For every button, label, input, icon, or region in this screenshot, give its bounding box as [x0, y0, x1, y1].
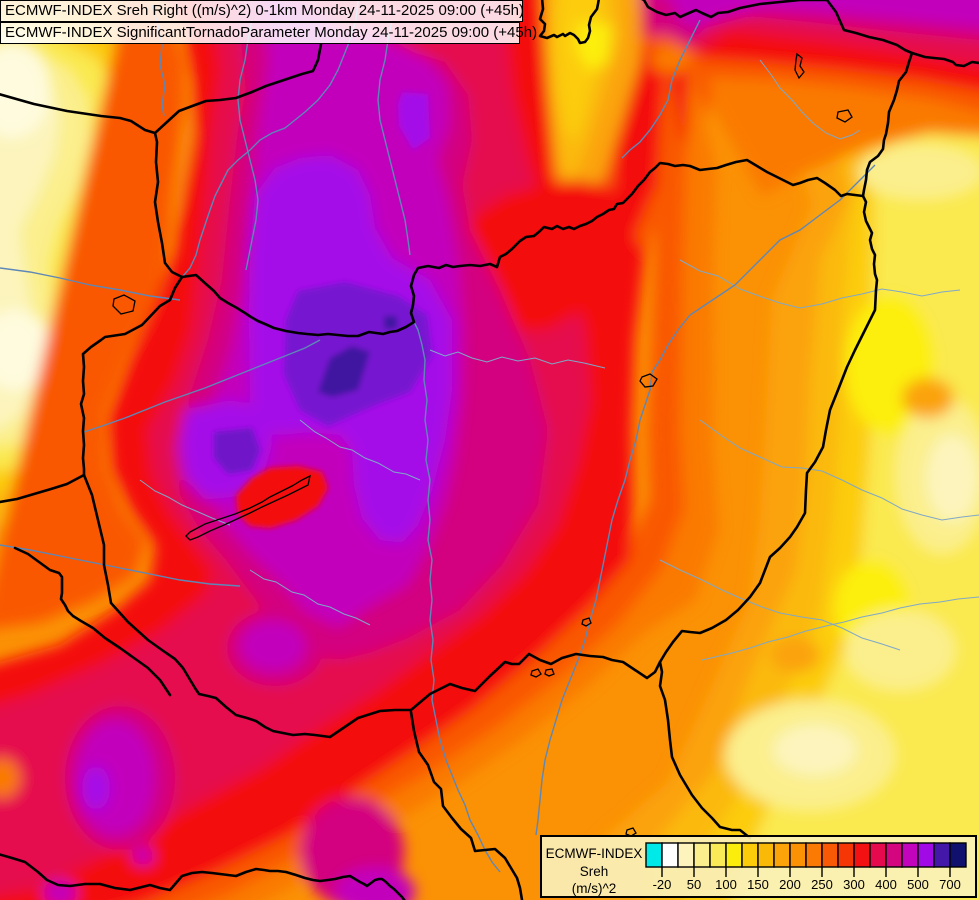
svg-text:700: 700 [939, 877, 961, 892]
svg-text:250: 250 [811, 877, 833, 892]
svg-text:100: 100 [715, 877, 737, 892]
svg-text:150: 150 [747, 877, 769, 892]
svg-text:ECMWF-INDEX: ECMWF-INDEX [546, 846, 643, 861]
svg-text:(m/s)^2: (m/s)^2 [572, 881, 617, 896]
svg-text:Sreh: Sreh [580, 864, 609, 879]
svg-text:500: 500 [907, 877, 929, 892]
svg-text:-20: -20 [653, 877, 672, 892]
svg-text:300: 300 [843, 877, 865, 892]
svg-text:400: 400 [875, 877, 897, 892]
svg-text:50: 50 [687, 877, 701, 892]
svg-text:200: 200 [779, 877, 801, 892]
